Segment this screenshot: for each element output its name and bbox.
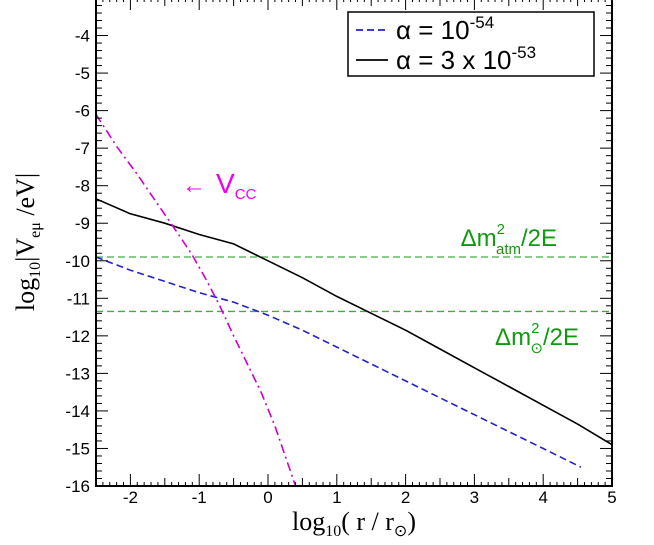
x-tick-label: 4	[538, 488, 547, 507]
y-tick-label: -6	[75, 102, 90, 121]
y-tick-label: -13	[65, 364, 90, 383]
y-tick-label: -12	[65, 327, 90, 346]
axis-ticks: -2 -1 0 1 2 3 4 5-4-5-6-7-8-9-10-11-12-13-14-15…	[65, 0, 617, 507]
legend: α = 10-54 α = 3 x 10-53	[347, 11, 595, 77]
x-tick-label: 2	[401, 488, 410, 507]
x-tick-label: 3	[470, 488, 479, 507]
y-tick-label: -5	[75, 64, 90, 83]
plot-frame	[95, 0, 613, 487]
legend-box	[347, 11, 595, 77]
legend-label-alpha-3e-53: α = 3 x 10-53	[396, 43, 536, 75]
y-tick-label: -11	[67, 289, 90, 308]
vcc-arrow: ←	[182, 172, 206, 199]
annotation-dm2-atm: Δm2 atm/2E	[461, 221, 557, 258]
y-tick-label: -8	[75, 177, 90, 196]
y-tick-label: -14	[65, 402, 90, 421]
series-alpha_3e-53	[96, 198, 612, 446]
legend-label-alpha-1e-54: α = 10-54	[396, 13, 494, 45]
x-tick-label: 5	[607, 488, 616, 507]
y-tick-label: -7	[75, 139, 90, 158]
curves	[96, 113, 612, 486]
series-alpha_1e-54	[96, 256, 582, 468]
annotation-dm2-solar: Δm2 ⊙/2E	[495, 320, 579, 357]
x-tick-label: -2	[123, 488, 138, 507]
y-tick-label: -4	[75, 27, 90, 46]
x-tick-label: -1	[192, 488, 207, 507]
x-tick-label: 1	[332, 488, 341, 507]
x-tick-label: 0	[263, 488, 272, 507]
y-axis-label: log10|Veμ /eV|	[11, 173, 44, 311]
series-vcc	[96, 113, 297, 486]
y-tick-label: -16	[65, 477, 90, 496]
y-tick-label: -15	[65, 439, 90, 458]
y-tick-label: -10	[65, 252, 90, 271]
y-tick-label: -9	[75, 214, 90, 233]
x-axis-label: log10( r / r⊙)	[292, 507, 416, 540]
annotation-vcc: ← VCC	[182, 168, 257, 203]
